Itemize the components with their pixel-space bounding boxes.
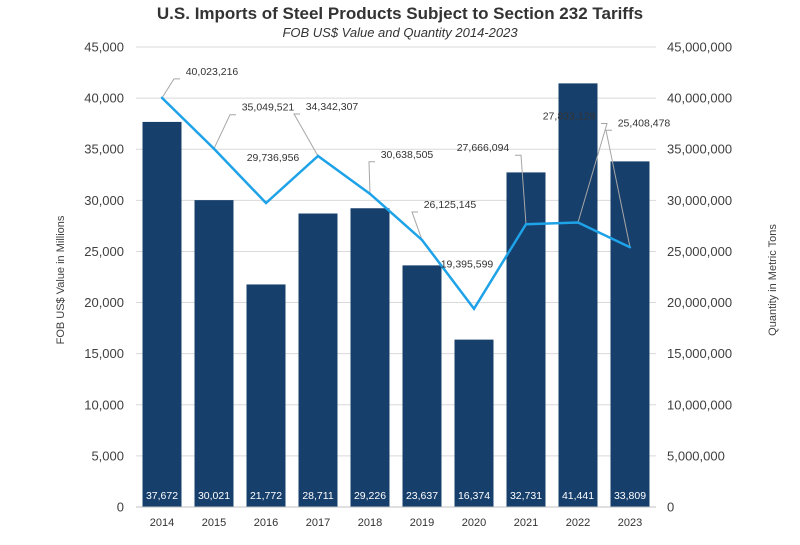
bar-data-label: 16,374 [458,490,490,502]
line-data-label: 35,049,521 [242,102,295,114]
bar-data-label: 30,021 [198,490,230,502]
bar [506,172,546,507]
bar [454,339,494,507]
line-data-label: 26,125,145 [424,199,477,211]
bar-series [142,83,650,508]
line-point [316,154,320,158]
line-path [161,96,631,311]
y-tick-label: 30,000 [84,193,124,208]
line-point [368,192,372,196]
line-point [524,222,528,226]
line-data-label: 29,736,956 [247,152,300,164]
bar [246,284,286,507]
bar-data-label: 23,637 [406,490,438,502]
x-tick-label: 2022 [566,517,590,529]
axes: 0 5,000 10,000 15,000 20,000 25,000 30,000 35,0… [84,40,732,530]
line-label-leader [515,154,527,225]
y2-tick-label: 35,000,000 [667,142,732,157]
line-label-leaders [161,78,631,248]
line-label-leader [368,161,375,194]
bar-data-label: 41,441 [562,490,594,502]
y2-axis-title: Quantity in Metric Tons [767,224,779,336]
bar [558,83,598,507]
y-tick-label: 45,000 [84,40,124,55]
y2-tick-label: 30,000,000 [667,193,732,208]
y2-tick-label: 0 [667,500,674,515]
y-tick-label: 20,000 [84,295,124,310]
line-label-leader [605,129,631,248]
data-labels: 37,672 30,021 21,772 28,711 29,226 23,637 16,3… [146,66,670,502]
x-tick-label: 2021 [514,517,538,529]
line-point [576,221,580,224]
bar [610,161,650,507]
line-label-leader [293,113,319,157]
x-tick-label: 2019 [410,517,434,529]
x-tick-label: 2017 [306,517,330,529]
line-point [160,96,164,100]
x-tick-label: 2018 [358,517,382,529]
y-axis-title: FOB US$ Value in Millions [55,215,67,344]
chart-title: U.S. Imports of Steel Products Subject t… [157,4,643,23]
bar [402,265,442,507]
line-point [212,147,216,150]
x-tick-label: 2014 [150,517,174,529]
line-data-label: 19,395,599 [441,259,494,271]
y-tick-label: 25,000 [84,244,124,259]
line-data-label: 34,342,307 [306,101,359,113]
x-tick-label: 2023 [618,517,642,529]
y2-tick-label: 45,000,000 [667,40,732,55]
bar [350,208,390,507]
line-data-label: 40,023,216 [186,66,239,78]
line-point [264,201,268,205]
y2-tick-label: 40,000,000 [667,91,732,106]
bar-data-label: 32,731 [510,490,542,502]
line-point [628,246,632,249]
y2-tick-label: 10,000,000 [667,397,732,412]
line-point [420,238,424,242]
y-tick-label: 15,000 [84,346,124,361]
bar-data-label: 21,772 [250,490,282,502]
bar [298,213,338,508]
line-label-leader [213,114,236,149]
y2-tick-label: 25,000,000 [667,244,732,259]
y2-tick-label: 20,000,000 [667,295,732,310]
y-tick-label: 0 [117,500,124,515]
line-series [160,96,632,311]
bar [142,121,182,507]
y-tick-label: 40,000 [84,91,124,106]
line-data-label: 30,638,505 [381,149,434,161]
y2-tick-label: 5,000,000 [667,448,725,463]
bar-data-label: 33,809 [614,490,646,502]
line-label-leader [577,122,608,223]
y-tick-label: 35,000 [84,142,124,157]
x-tick-label: 2016 [254,517,278,529]
chart-subtitle: FOB US$ Value and Quantity 2014-2023 [282,25,518,40]
y-tick-label: 5,000 [91,448,124,463]
y2-tick-label: 15,000,000 [667,346,732,361]
line-data-label: 25,408,478 [618,117,671,129]
bar-data-label: 28,711 [302,490,333,502]
line-label-leader [411,211,423,241]
bar-data-label: 29,226 [354,490,386,502]
line-data-label: 27,666,094 [457,142,510,154]
bar-data-label: 37,672 [146,490,178,502]
line-data-label: 27,833,129 [543,110,596,122]
y-tick-label: 10,000 [84,397,124,412]
x-tick-label: 2020 [462,517,486,529]
line-point [472,307,476,310]
bar [194,200,234,508]
line-label-leader [161,78,180,99]
x-tick-label: 2015 [202,517,226,529]
